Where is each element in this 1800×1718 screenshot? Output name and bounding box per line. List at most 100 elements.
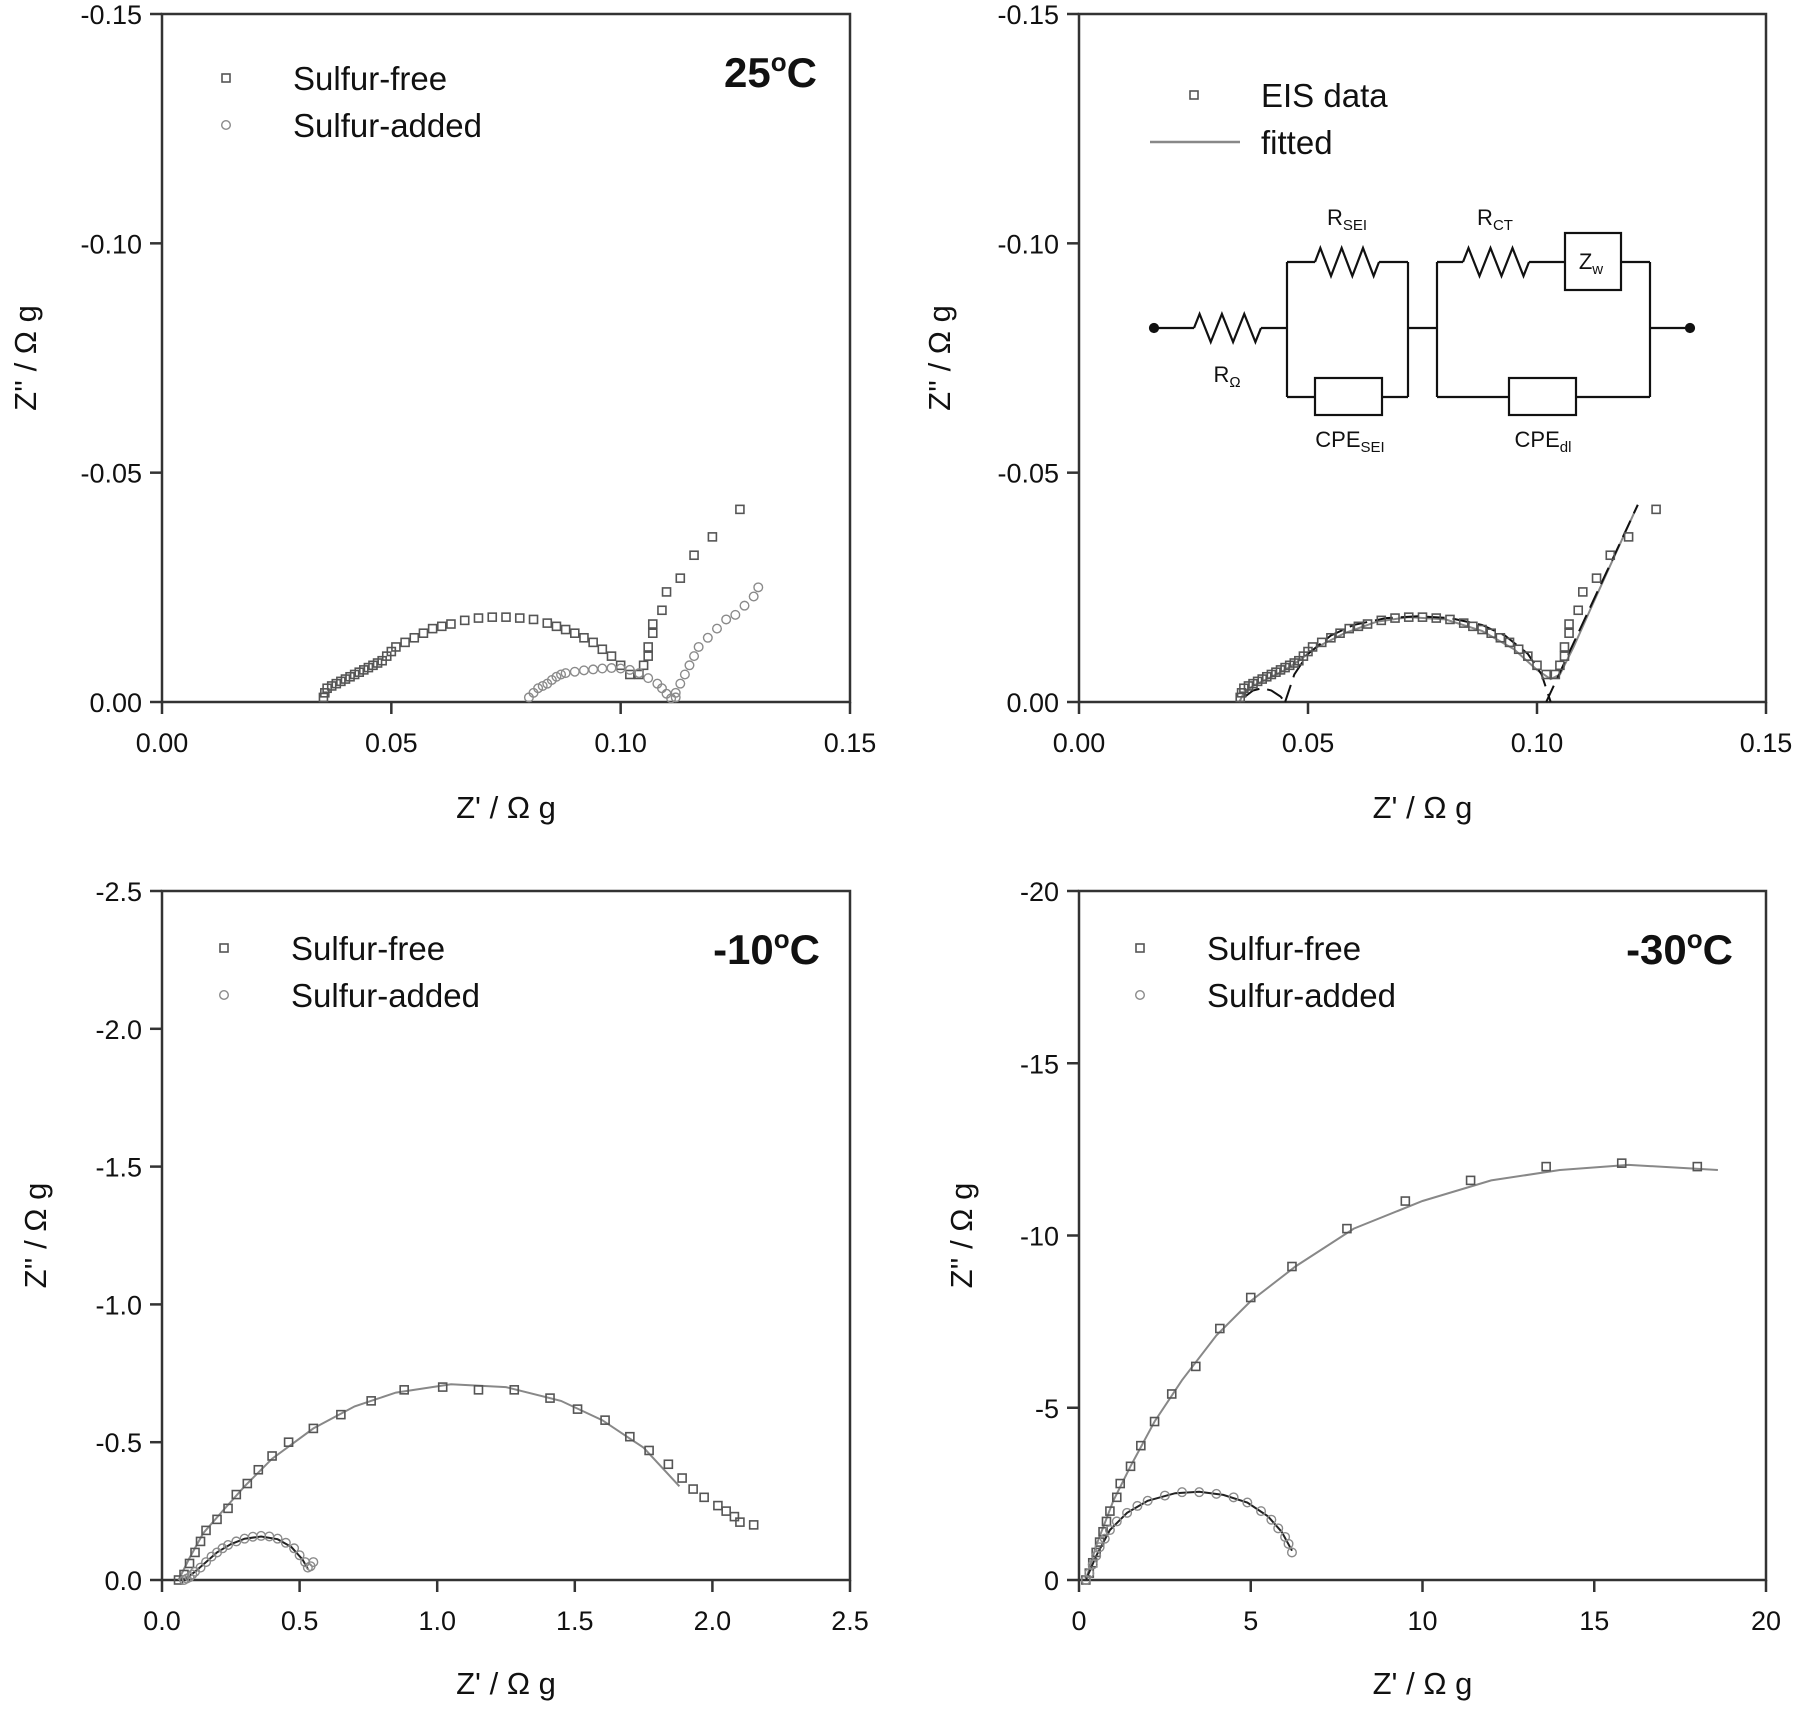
data-point-circle [201,1557,212,1568]
data-point-circle [1286,1547,1297,1558]
data-point-circle [597,663,608,674]
data-point-square [1190,1361,1201,1372]
data-point-square [1091,1547,1101,1558]
data-point-circle [739,600,750,611]
degree-sign: o [771,47,787,77]
celsius-unit: C [790,926,820,973]
data-point-circle [195,1562,206,1573]
data-point-circle [187,1569,198,1580]
data-point-circle [1111,1516,1122,1527]
data-point-circle [1194,1487,1205,1498]
legend-marker-square [221,73,231,83]
label-r-sei-sub: SEI [1343,217,1367,234]
data-point-square [400,637,410,648]
data-point-square [661,587,672,597]
data-point-square [1316,637,1327,648]
label-cpe-dl: CPEdl [1515,427,1572,456]
y-tick-label: -20 [1020,877,1059,907]
temperature-label: -10oC [713,924,820,973]
y-tick-label: -1.0 [95,1290,142,1320]
data-point-square [1559,642,1570,652]
x-axis-label: Z' / Ω g [1373,790,1473,825]
y-tick-label: -0.10 [997,229,1059,259]
data-point-square [572,1404,583,1414]
data-point-square [1417,612,1428,622]
plot-frame [1077,12,1768,704]
data-point-square [1465,1175,1476,1186]
dashed-component-line [1284,615,1552,703]
temperature-value: -30 [1626,926,1687,973]
data-point-circle [1177,1487,1188,1498]
data-point-square [545,1393,555,1403]
y-tick-label: -5 [1035,1394,1059,1424]
legend-marker-circle [1134,990,1145,1001]
data-point-square [1342,1223,1352,1234]
data-point-circle [753,582,764,593]
data-point-square [253,1464,264,1475]
data-point-square [677,1473,687,1483]
data-point-circle [280,1537,291,1548]
data-point-square [643,651,653,661]
data-point-square [391,642,401,652]
label-z-w: Zw [1579,249,1603,278]
data-point-square [579,632,589,643]
legend-label: EIS data [1261,77,1388,114]
data-point-square [1692,1161,1703,1172]
data-point-circle [289,1543,300,1554]
data-point-circle [272,1533,283,1544]
data-point-circle [1142,1495,1153,1506]
data-point-square [1215,1323,1225,1334]
data-point-circle [670,692,681,703]
data-point-square [1623,532,1634,542]
legend-label: Sulfur-added [293,107,482,144]
data-point-circle [560,668,571,679]
data-point-square [1136,1440,1146,1451]
data-point-square [606,651,617,661]
data-point-square [473,1385,484,1395]
label-r-ohm-main: R [1213,362,1229,387]
label-cpe-dl-sub: dl [1560,439,1572,456]
data-point-square [1458,618,1469,628]
y-axis-label: Z'' / Ω g [944,1183,979,1289]
data-point-square [1376,615,1387,626]
data-point-circle [217,1543,228,1554]
data-point-square [1513,644,1524,655]
x-tick-label: 0.0 [143,1606,181,1636]
data-point-square [459,615,470,626]
data-point-square [1344,623,1355,634]
data-point-square [1115,1478,1126,1489]
data-point-circle [1256,1506,1267,1517]
x-axis-label: Z' / Ω g [456,790,556,825]
data-point-square [436,621,447,632]
data-point-square [1125,1461,1136,1472]
equivalent-circuit [1148,231,1696,417]
data-point-square [1335,628,1345,639]
data-point-square [283,1437,294,1447]
data-point-square [1564,619,1574,629]
data-point-square [560,624,571,635]
plot-frame [1077,889,1768,1582]
data-point-square [231,1489,242,1500]
data-point-square [1362,619,1373,629]
fit-line [1238,504,1639,703]
label-r-ohm-sub: Ω [1229,374,1240,391]
data-point-circle [1094,1542,1105,1553]
label-r-ct: RCT [1477,205,1513,234]
y-tick-label: 0.00 [89,688,142,718]
data-point-circle [1122,1507,1133,1518]
legend-marker-square [1189,90,1199,100]
resistor-r-ohm [1192,311,1263,345]
data-point-square [1550,669,1561,680]
data-point-circle [748,591,759,602]
data-point-square [437,1382,448,1392]
x-tick-label: 2.5 [831,1606,869,1636]
x-tick-label: 0.00 [136,728,189,758]
label-cpe-sei-main: CPE [1315,427,1360,452]
data-point-square [1400,1196,1411,1206]
data-point-square [1445,614,1455,625]
data-point-circle [551,671,562,682]
x-tick-label: 5 [1243,1606,1258,1636]
data-point-circle [615,663,626,674]
cpe-dl-element [1507,376,1578,417]
data-point-circle [689,651,700,662]
